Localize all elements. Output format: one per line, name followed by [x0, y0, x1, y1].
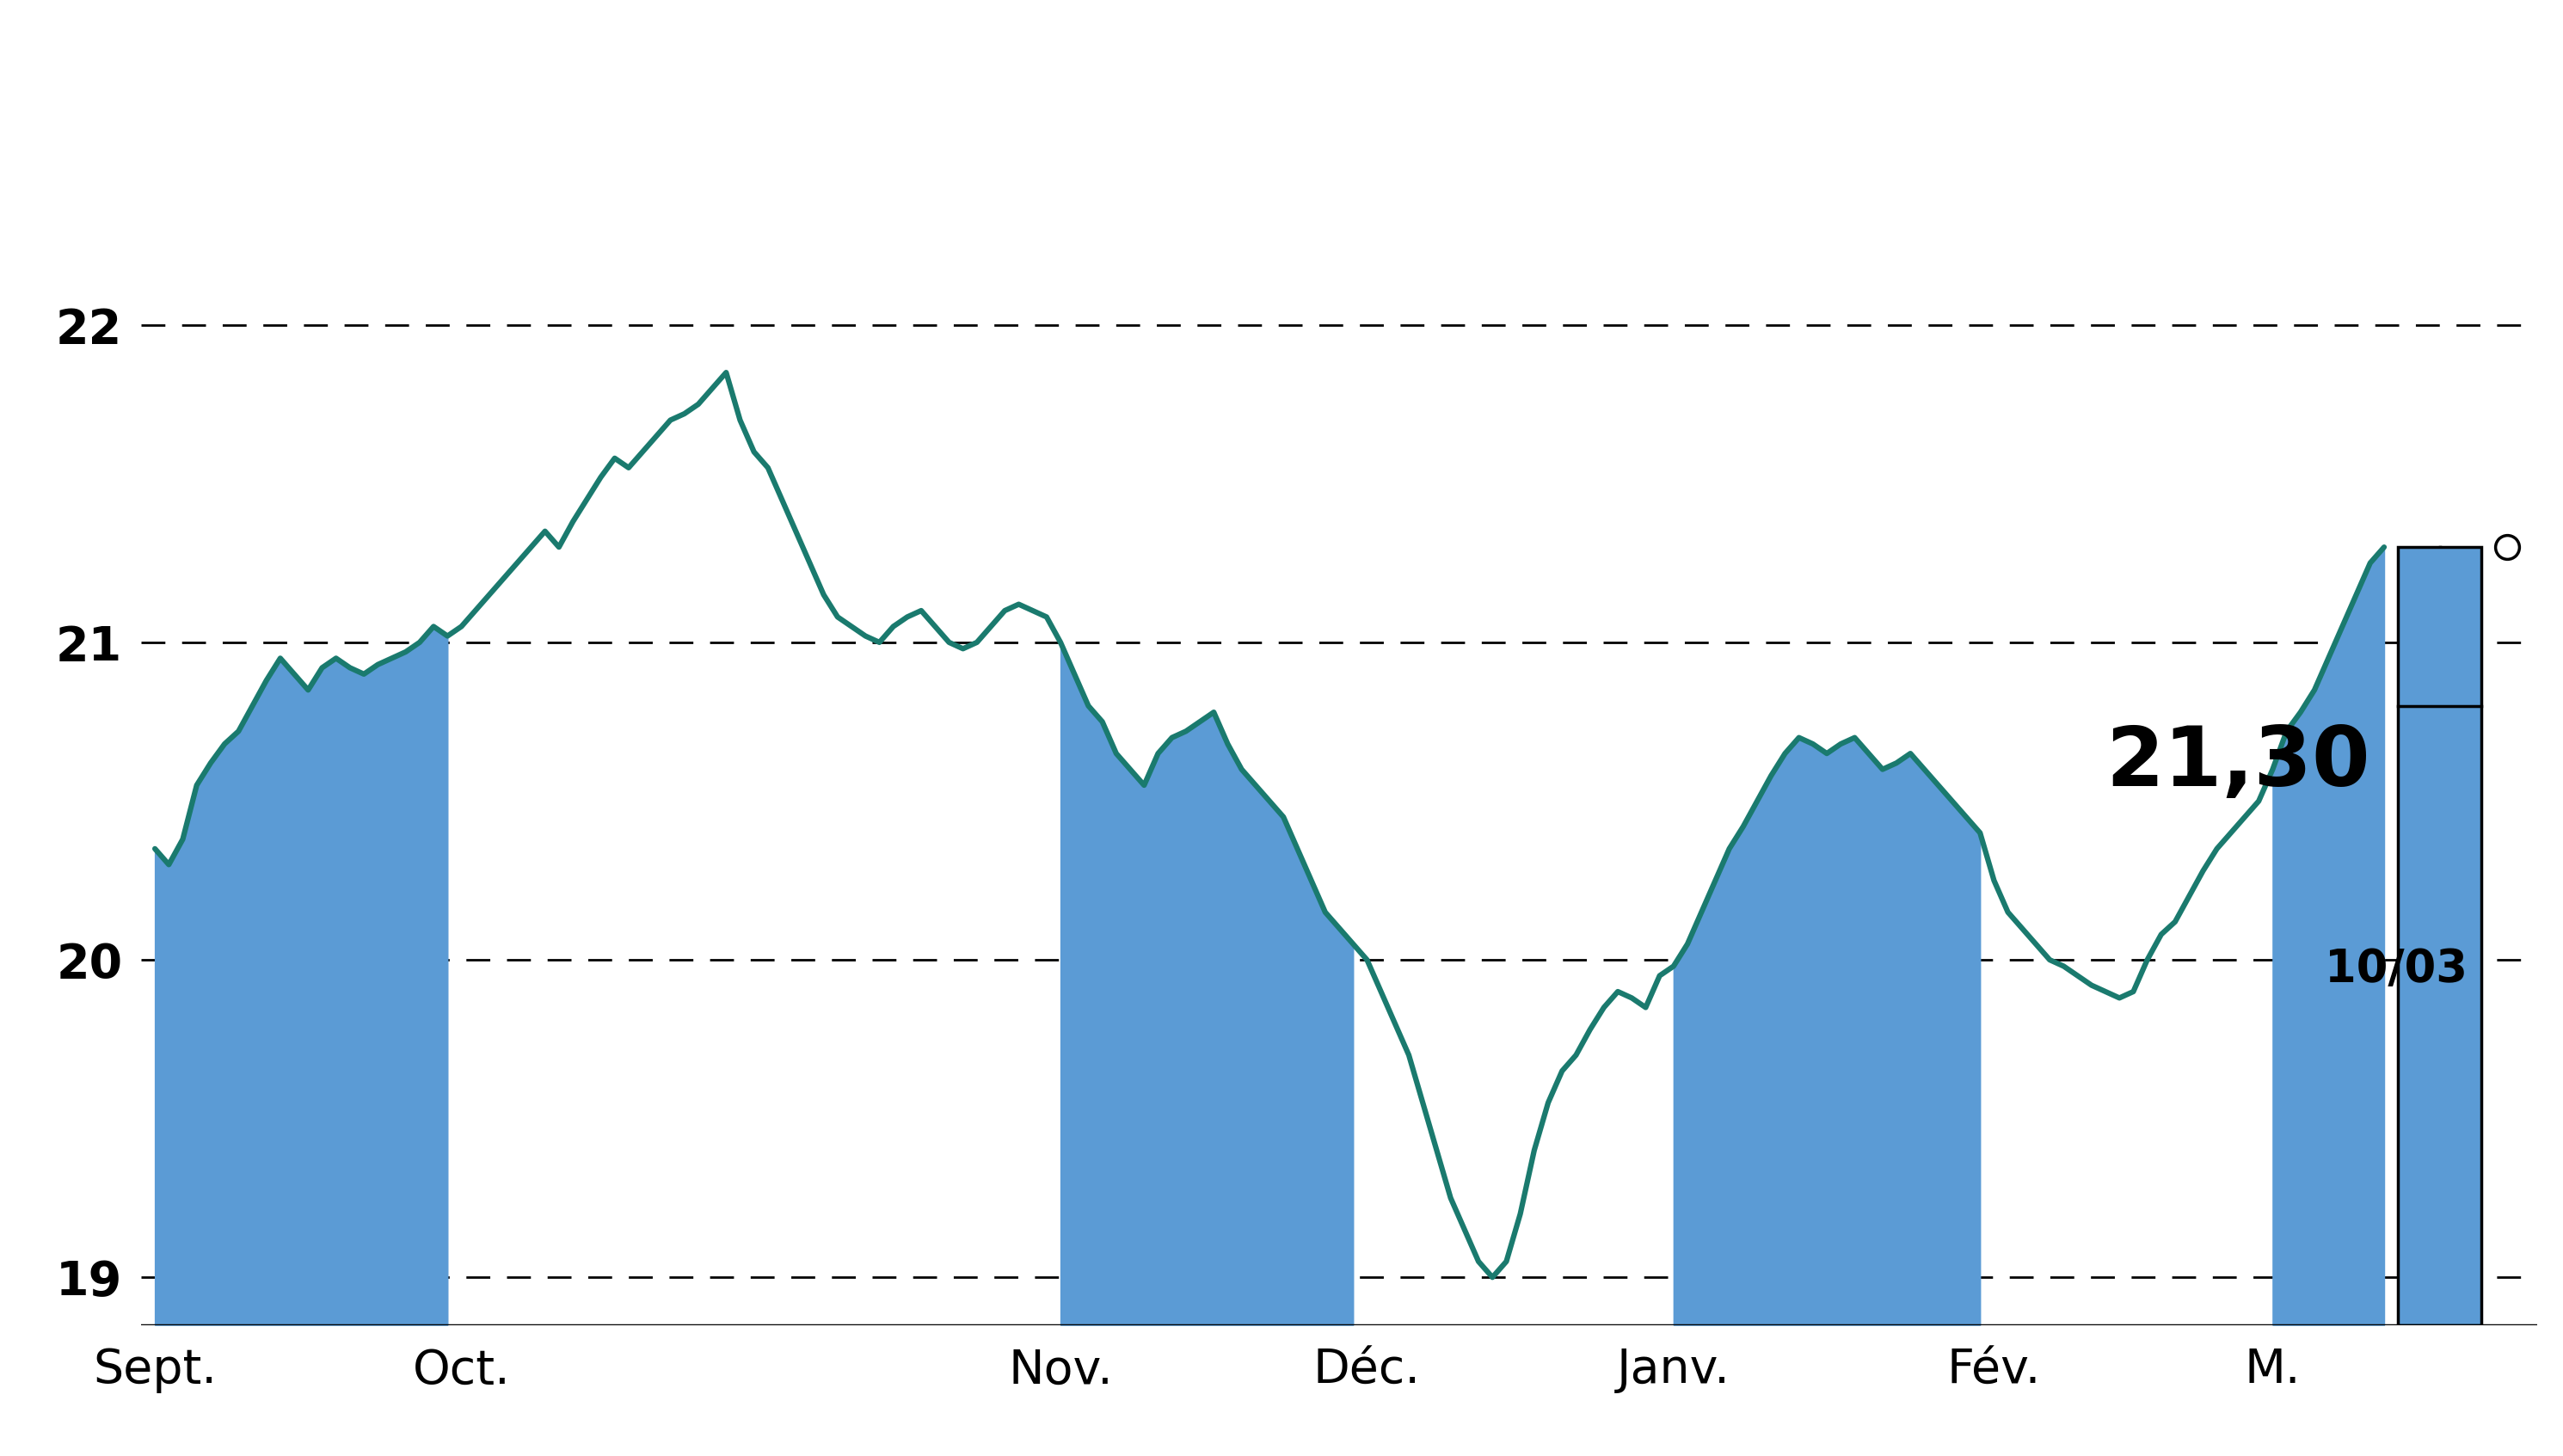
Text: 10/03: 10/03	[2325, 946, 2468, 992]
Text: 21,30: 21,30	[2107, 724, 2371, 804]
Text: PATRIMOINE ET COMM: PATRIMOINE ET COMM	[607, 33, 1956, 137]
Bar	[2399, 547, 2481, 1325]
